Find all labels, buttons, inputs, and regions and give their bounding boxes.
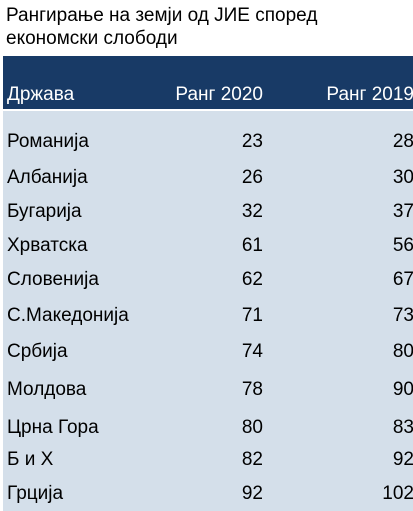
cell-country: Словенија: [3, 263, 147, 297]
cell-country: Романија: [3, 110, 147, 159]
cell-country: С.Македонија: [3, 297, 147, 333]
cell-rank-2019: 90: [263, 369, 413, 407]
cell-rank-2019: 83: [263, 407, 413, 445]
cell-rank-2020: 78: [147, 369, 263, 407]
table-row: Бугарија 32 37: [3, 195, 413, 229]
cell-rank-2019: 37: [263, 195, 413, 229]
table-row: С.Македонија 71 73: [3, 297, 413, 333]
table-header-row: Држава Ранг 2020 Ранг 2019: [3, 56, 413, 111]
cell-rank-2020: 32: [147, 195, 263, 229]
cell-country: Србија: [3, 333, 147, 369]
cell-rank-2020: 82: [147, 445, 263, 477]
cell-rank-2019: 102: [263, 477, 413, 511]
cell-rank-2020: 92: [147, 477, 263, 511]
cell-rank-2020: 74: [147, 333, 263, 369]
table-body: Романија 23 28 Албанија 26 30 Бугарија 32 37 Хрва…: [3, 110, 413, 511]
table-title: Рангирање на земји од ЈИЕ според економс…: [6, 5, 318, 49]
cell-country: Бугарија: [3, 195, 147, 229]
cell-rank-2020: 61: [147, 229, 263, 263]
ranking-table: Држава Ранг 2020 Ранг 2019 Романија 23 28 А…: [3, 56, 413, 511]
cell-rank-2019: 80: [263, 333, 413, 369]
cell-country: Грција: [3, 477, 147, 511]
table-row: Србија 74 80: [3, 333, 413, 369]
table-row: Хрватска 61 56: [3, 229, 413, 263]
cell-rank-2020: 23: [147, 110, 263, 159]
cell-country: Б и Х: [3, 445, 147, 477]
table-row: Албанија 26 30: [3, 159, 413, 195]
cell-rank-2019: 28: [263, 110, 413, 159]
cell-rank-2020: 62: [147, 263, 263, 297]
cell-rank-2019: 73: [263, 297, 413, 333]
cell-rank-2019: 56: [263, 229, 413, 263]
table-row: Црна Гора 80 83: [3, 407, 413, 445]
header-rank-2020: Ранг 2020: [147, 56, 263, 111]
ranking-table-grid: Држава Ранг 2020 Ранг 2019 Романија 23 28 А…: [3, 56, 413, 511]
cell-rank-2019: 30: [263, 159, 413, 195]
cell-country: Хрватска: [3, 229, 147, 263]
cell-country: Молдова: [3, 369, 147, 407]
cell-rank-2020: 71: [147, 297, 263, 333]
table-row: Б и Х 82 92: [3, 445, 413, 477]
cell-rank-2020: 26: [147, 159, 263, 195]
cell-rank-2020: 80: [147, 407, 263, 445]
table-row: Молдова 78 90: [3, 369, 413, 407]
cell-country: Црна Гора: [3, 407, 147, 445]
cell-country: Албанија: [3, 159, 147, 195]
cell-rank-2019: 92: [263, 445, 413, 477]
cell-rank-2019: 67: [263, 263, 413, 297]
header-country: Држава: [3, 56, 147, 111]
table-row: Словенија 62 67: [3, 263, 413, 297]
header-rank-2019: Ранг 2019: [263, 56, 413, 111]
table-row: Грција 92 102: [3, 477, 413, 511]
table-row: Романија 23 28: [3, 110, 413, 159]
